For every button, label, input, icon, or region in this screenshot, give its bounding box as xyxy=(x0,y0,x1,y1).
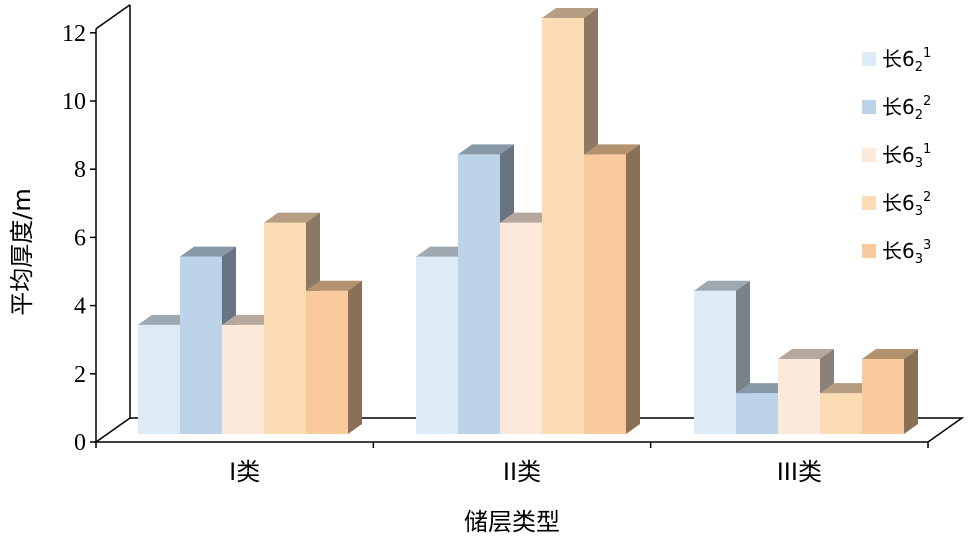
bar-side-face xyxy=(348,280,362,434)
legend-label: 长622 xyxy=(882,94,931,123)
bar xyxy=(862,348,918,434)
legend-item: 长622 xyxy=(862,94,931,123)
bar-front-face xyxy=(542,17,584,434)
x-tick-label: II类 xyxy=(503,458,541,486)
bar-top-face xyxy=(264,212,320,223)
bar-top-face xyxy=(694,280,750,291)
legend-label: 长633 xyxy=(882,238,931,267)
legend: 长621 长622 长631 长632 长633 xyxy=(862,46,931,267)
legend-item: 长633 xyxy=(862,238,931,267)
bar-front-face xyxy=(862,358,904,434)
bar-front-face xyxy=(416,256,458,434)
x-axis-label: 储层类型 xyxy=(464,508,560,536)
bar xyxy=(306,280,362,434)
bars-layer xyxy=(138,7,918,434)
axis-layer: 平均厚度/m 储层类型 0 2 4 6 8 10 12 I类 II类 III类 xyxy=(8,21,929,536)
bar-front-face xyxy=(736,393,778,434)
bar-front-face xyxy=(820,393,862,434)
legend-swatch xyxy=(862,148,876,162)
left-wall-top-edge xyxy=(95,4,131,30)
x-tick-label: I类 xyxy=(229,458,260,486)
y-tick-label: 4 xyxy=(74,294,86,320)
y-tick-label: 10 xyxy=(62,89,86,115)
legend-swatch xyxy=(862,244,876,258)
bar-side-face xyxy=(626,144,640,434)
legend-swatch xyxy=(862,196,876,210)
legend-label: 长632 xyxy=(882,190,931,219)
y-axis-label: 平均厚度/m xyxy=(8,188,36,315)
bar-front-face xyxy=(500,222,542,434)
bar-front-face xyxy=(778,358,820,434)
bar-top-face xyxy=(542,7,598,18)
y-tick-label: 8 xyxy=(74,157,86,183)
bar-top-face xyxy=(778,348,834,359)
x-tick-label: III类 xyxy=(777,458,822,486)
bar-front-face xyxy=(222,324,264,434)
bar-front-face xyxy=(458,154,500,434)
legend-swatch xyxy=(862,100,876,114)
bar-front-face xyxy=(584,154,626,434)
legend-item: 长631 xyxy=(862,142,931,171)
legend-swatch xyxy=(862,52,876,66)
bar-side-face xyxy=(904,348,918,434)
bar-front-face xyxy=(138,324,180,434)
bar-front-face xyxy=(264,222,306,434)
y-tick-label: 2 xyxy=(74,362,86,388)
y-tick-label: 6 xyxy=(74,225,86,251)
bar xyxy=(584,144,640,434)
bar-front-face xyxy=(306,290,348,434)
y-tick-label: 12 xyxy=(62,21,86,47)
legend-item: 长632 xyxy=(862,190,931,219)
bar-top-face xyxy=(458,144,514,155)
bar-top-face xyxy=(180,246,236,257)
bar-top-face xyxy=(306,280,362,291)
legend-item: 长621 xyxy=(862,46,931,75)
legend-label: 长631 xyxy=(882,142,931,171)
legend-label: 长621 xyxy=(882,46,931,75)
bar-top-face xyxy=(862,348,918,359)
bar-top-face xyxy=(584,144,640,155)
bar-front-face xyxy=(694,290,736,434)
y-tick-label: 0 xyxy=(74,430,86,456)
bar-front-face xyxy=(180,256,222,434)
